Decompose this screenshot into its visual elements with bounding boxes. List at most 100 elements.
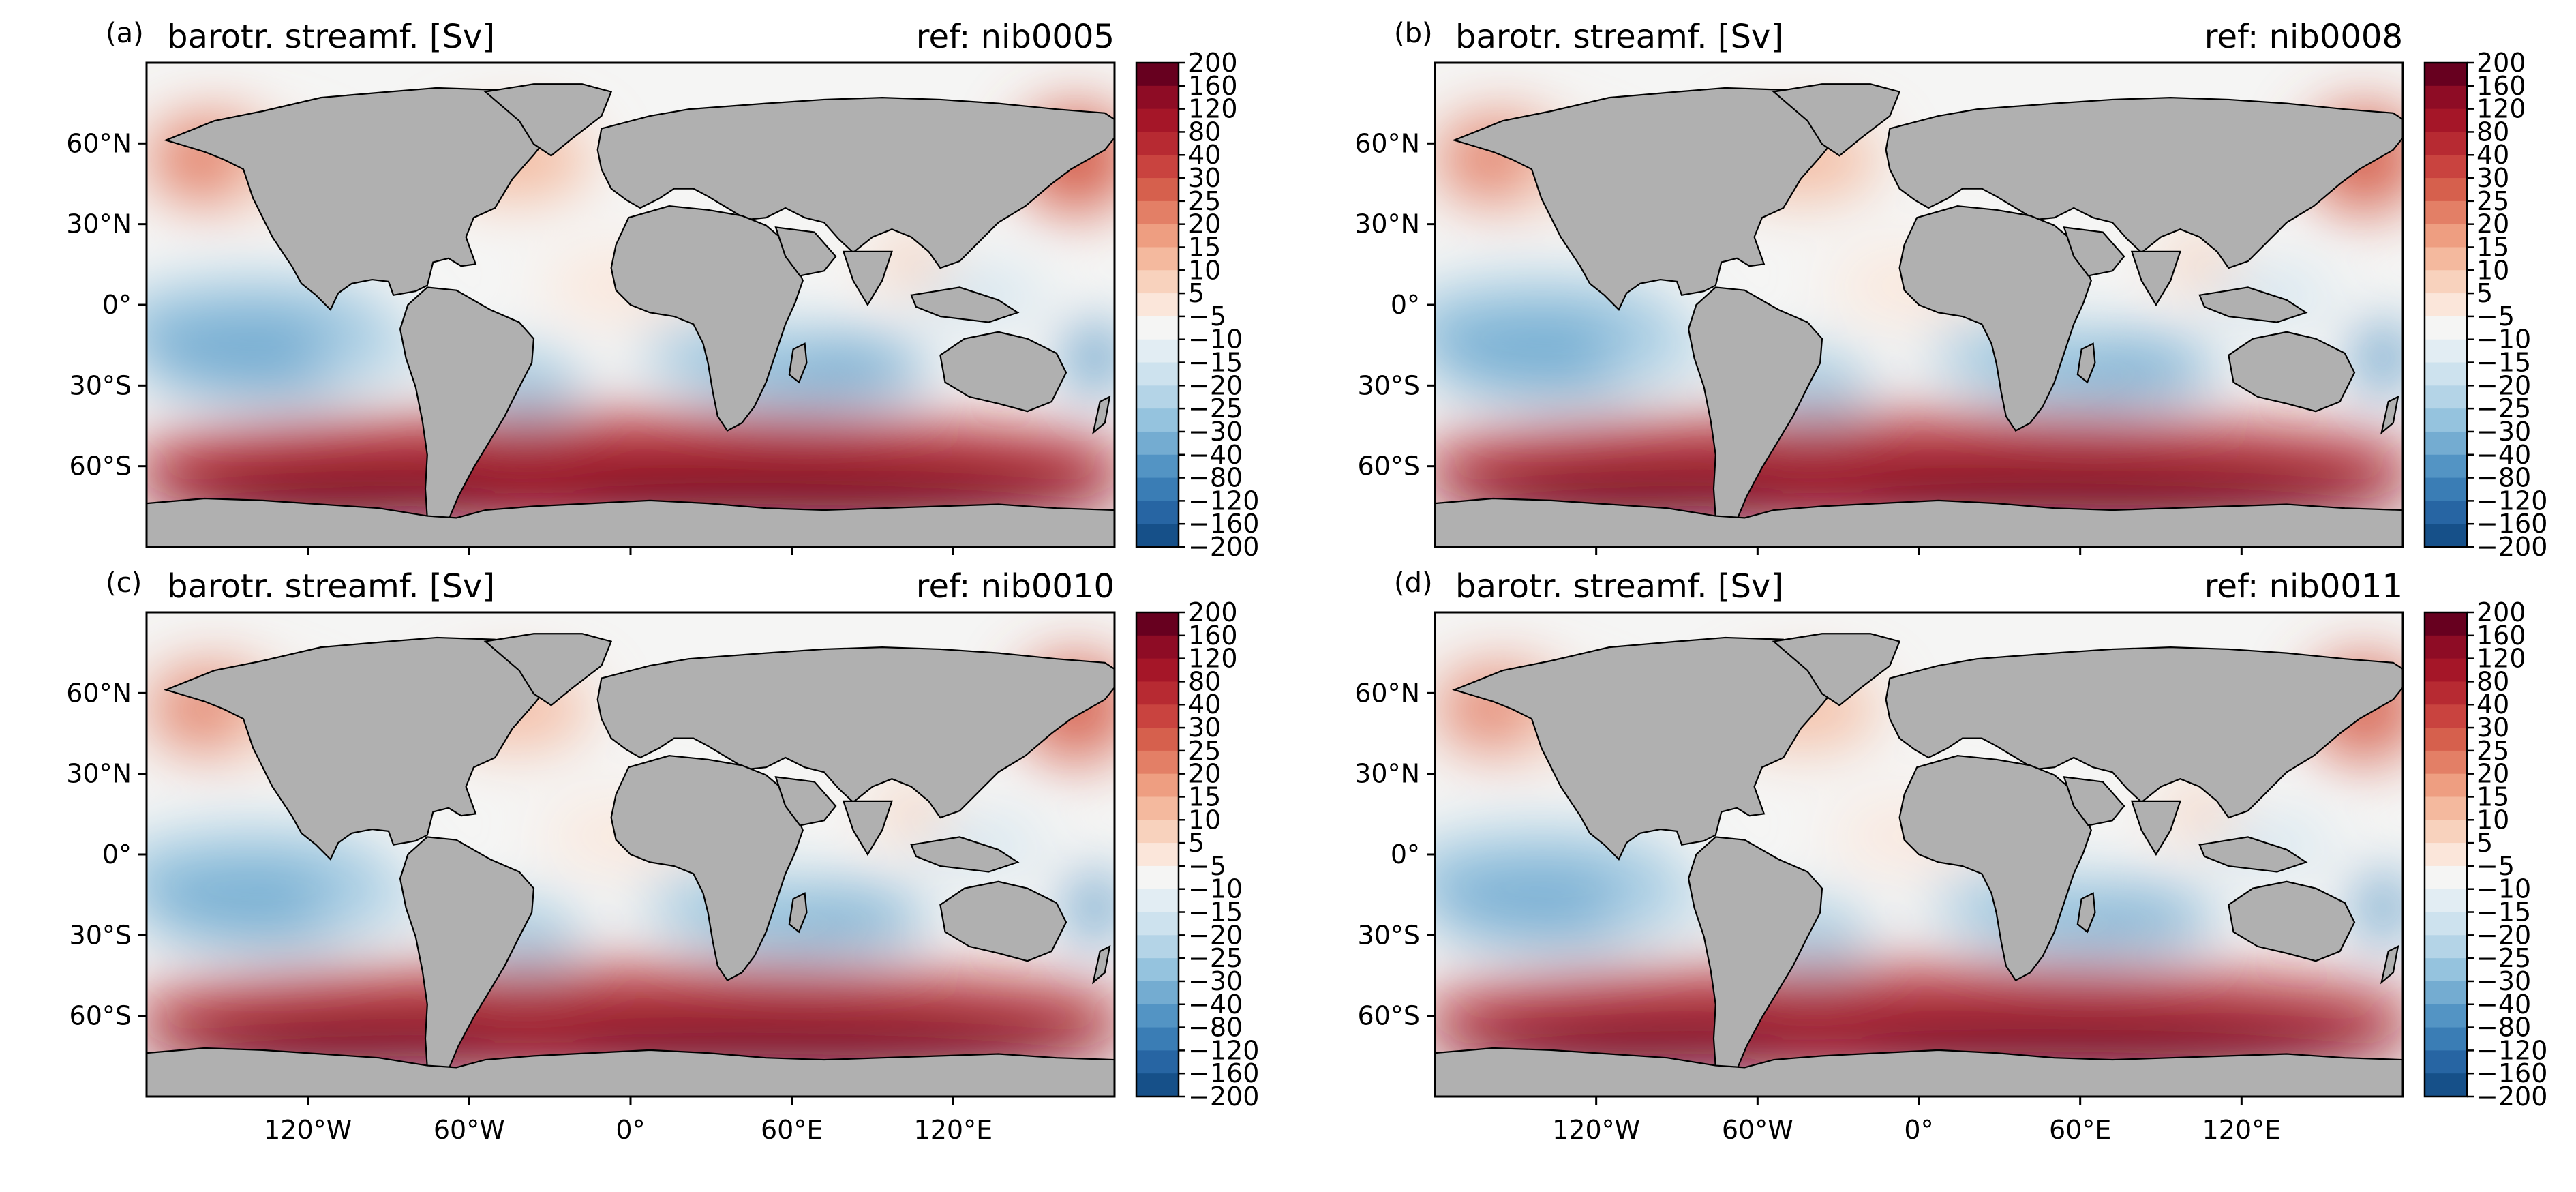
colorbar-tick-label: 10	[1188, 255, 1221, 285]
colorbar-tick-label: 20	[2476, 759, 2509, 789]
colorbar-segment	[1136, 889, 1179, 913]
lat-tick-label: 30°N	[66, 209, 132, 239]
colorbar-tick-label: 15	[1188, 781, 1221, 811]
colorbar-segment	[2425, 200, 2467, 225]
colorbar-tick-label: −30	[1188, 417, 1243, 447]
colorbar-segment	[1136, 612, 1179, 636]
colorbar-tick-label: −40	[1188, 440, 1243, 470]
colorbar-tick-label: −5	[1188, 851, 1226, 881]
panel-b: (b) barotr. streamf. [Sv] ref: nib0008 60°N…	[1354, 18, 2547, 562]
colorbar-segment	[2425, 385, 2467, 409]
colorbar-tick-label: −20	[2476, 920, 2531, 950]
panel-ref: ref: nib0005	[916, 18, 1115, 56]
colorbar-segment	[1136, 293, 1179, 317]
colorbar-segment	[1136, 178, 1179, 202]
colorbar-segment	[2425, 339, 2467, 363]
colorbar-segment	[2425, 247, 2467, 271]
colorbar-tick-label: 30	[1188, 713, 1221, 743]
colorbar-tick-label: 120	[1188, 94, 1238, 124]
lon-tick-label: 60°W	[1722, 1115, 1793, 1145]
colorbar-tick-label: 10	[2476, 255, 2509, 285]
lat-tick-label: 0°	[102, 839, 132, 869]
colorbar-tick-label: −15	[2476, 348, 2531, 378]
colorbar-tick-label: 30	[1188, 163, 1221, 193]
panel-label: (d)	[1394, 567, 1433, 599]
colorbar-tick-label: −5	[2476, 851, 2515, 881]
panel-label: (b)	[1394, 18, 1433, 49]
lon-tick-label: 60°E	[2049, 1115, 2111, 1145]
colorbar-segment	[1136, 958, 1179, 982]
colorbar-tick-label: 40	[2476, 140, 2509, 170]
lat-tick-label: 30°N	[1354, 209, 1420, 239]
colorbar-segment	[2425, 612, 2467, 636]
colorbar-tick-label: 120	[2476, 94, 2526, 124]
colorbar-tick-label: 5	[2476, 828, 2493, 858]
colorbar-segment	[1136, 247, 1179, 271]
colorbar-tick-label: 10	[1188, 805, 1221, 835]
colorbar-tick-label: 15	[1188, 232, 1221, 262]
colorbar-segment	[1136, 316, 1179, 340]
colorbar-segment	[1136, 704, 1179, 728]
colorbar-segment	[2425, 454, 2467, 479]
colorbar-tick-label: 160	[1188, 621, 1238, 651]
colorbar-tick-label: −30	[2476, 417, 2531, 447]
colorbar-tick-label: 80	[2476, 666, 2509, 696]
colorbar-tick-label: −80	[2476, 463, 2531, 493]
colorbar-tick-label: −40	[2476, 989, 2531, 1019]
colorbar-tick-label: 5	[1188, 828, 1204, 858]
colorbar-tick-label: 25	[2476, 736, 2509, 766]
colorbar-segment	[2425, 796, 2467, 820]
colorbar-tick-label: 200	[2476, 48, 2526, 78]
colorbar-tick-label: −160	[2476, 1058, 2547, 1088]
colorbar-tick-label: 30	[2476, 713, 2509, 743]
colorbar-segment	[1136, 385, 1179, 409]
colorbar-segment	[2425, 362, 2467, 386]
colorbar-segment	[2425, 524, 2467, 548]
colorbar-tick-label: 5	[2476, 278, 2493, 308]
colorbar-segment	[1136, 681, 1179, 705]
colorbar-segment	[1136, 408, 1179, 432]
panel-label: (a)	[106, 18, 144, 49]
colorbar-b: 200160120804030252015105−5−10−15−20−25−3…	[2423, 48, 2547, 562]
colorbar-segment	[2425, 501, 2467, 524]
lat-tick-label: 60°S	[70, 451, 132, 481]
colorbar-tick-label: 15	[2476, 232, 2509, 262]
colorbar-tick-label: −25	[2476, 943, 2531, 973]
colorbar-tick-label: 160	[1188, 71, 1238, 101]
colorbar-tick-label: −10	[1188, 325, 1243, 355]
colorbar-segment	[2425, 843, 2467, 867]
lon-tick-label: 120°E	[914, 1115, 993, 1145]
map-c	[147, 612, 1115, 1097]
colorbar-tick-label: 80	[1188, 117, 1221, 147]
colorbar-tick-label: 20	[2476, 209, 2509, 239]
lat-tick-label: 30°N	[66, 759, 132, 789]
colorbar-segment	[2425, 431, 2467, 456]
colorbar-tick-label: 160	[2476, 71, 2526, 101]
colorbar-segment	[1136, 108, 1179, 133]
panel-d: (d) barotr. streamf. [Sv] ref: nib0011 60°N…	[1354, 567, 2547, 1145]
map-d	[1435, 612, 2403, 1097]
colorbar-segment	[2425, 293, 2467, 317]
lat-tick-label: 60°N	[66, 678, 132, 708]
lat-tick-label: 30°S	[70, 370, 132, 400]
panel-ref: ref: nib0008	[2204, 18, 2403, 56]
colorbar-tick-label: −10	[1188, 874, 1243, 904]
colorbar-segment	[2425, 958, 2467, 982]
colorbar-tick-label: −30	[2476, 966, 2531, 996]
colorbar-tick-label: −120	[1188, 1035, 1259, 1065]
panel-a: (a) barotr. streamf. [Sv] ref: nib0005 60°N…	[66, 18, 1259, 562]
colorbar-segment	[1136, 1050, 1179, 1074]
colorbar-segment	[1136, 658, 1179, 683]
colorbar-segment	[2425, 635, 2467, 659]
colorbar-tick-label: −10	[2476, 325, 2531, 355]
colorbar-segment	[2425, 750, 2467, 775]
colorbar-segment	[1136, 843, 1179, 867]
colorbar-segment	[1136, 501, 1179, 524]
colorbar-tick-label: −20	[1188, 370, 1243, 400]
colorbar-tick-label: −40	[1188, 989, 1243, 1019]
colorbar-segment	[2425, 1050, 2467, 1074]
colorbar-tick-label: −120	[2476, 486, 2547, 516]
colorbar-segment	[1136, 85, 1179, 110]
colorbar-tick-label: 40	[1188, 140, 1221, 170]
